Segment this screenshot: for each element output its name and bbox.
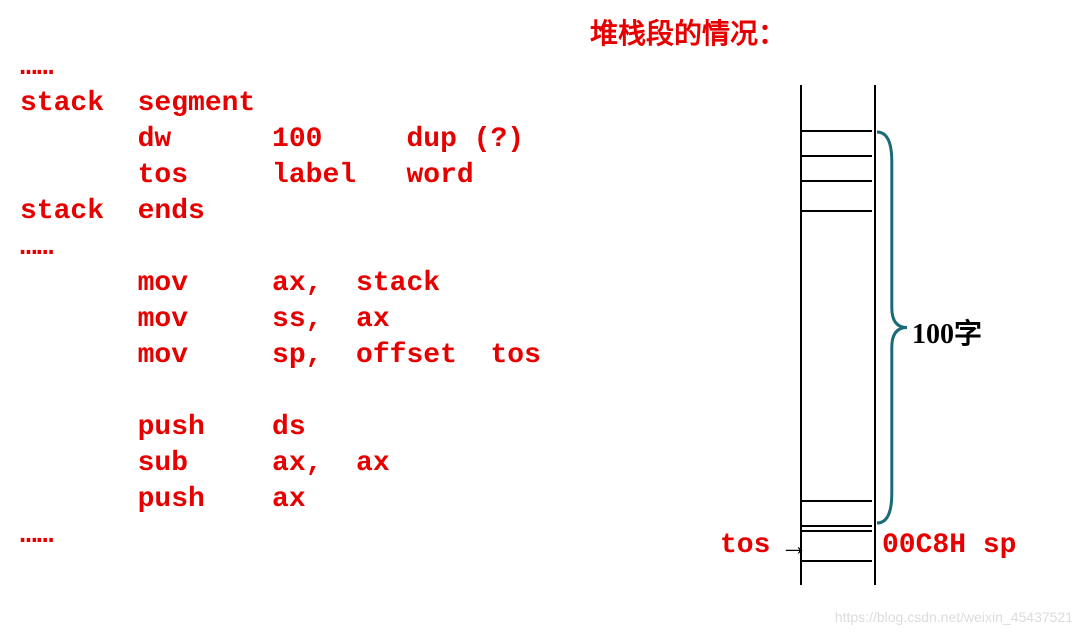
stack-row-divider	[800, 180, 872, 182]
watermark: https://blog.csdn.net/weixin_45437521	[835, 609, 1073, 625]
stack-row-divider	[800, 525, 872, 527]
stack-row-divider	[800, 155, 872, 157]
tos-label: tos	[720, 530, 770, 561]
brace-100-words	[875, 130, 913, 525]
stack-row-divider	[800, 500, 872, 502]
brace-label: 100字	[912, 312, 982, 352]
stack-row-divider	[800, 560, 872, 562]
stack-row-divider	[800, 530, 872, 532]
diagram-title: 堆栈段的情况：	[590, 12, 786, 52]
assembly-code: …… stack segment dw 100 dup (?) tos labe…	[20, 50, 541, 554]
arrow-icon: →	[780, 530, 808, 562]
stack-row-divider	[800, 210, 872, 212]
stack-segment-box	[800, 85, 876, 585]
sp-label: 00C8H sp	[882, 530, 1016, 561]
stack-row-divider	[800, 130, 872, 132]
